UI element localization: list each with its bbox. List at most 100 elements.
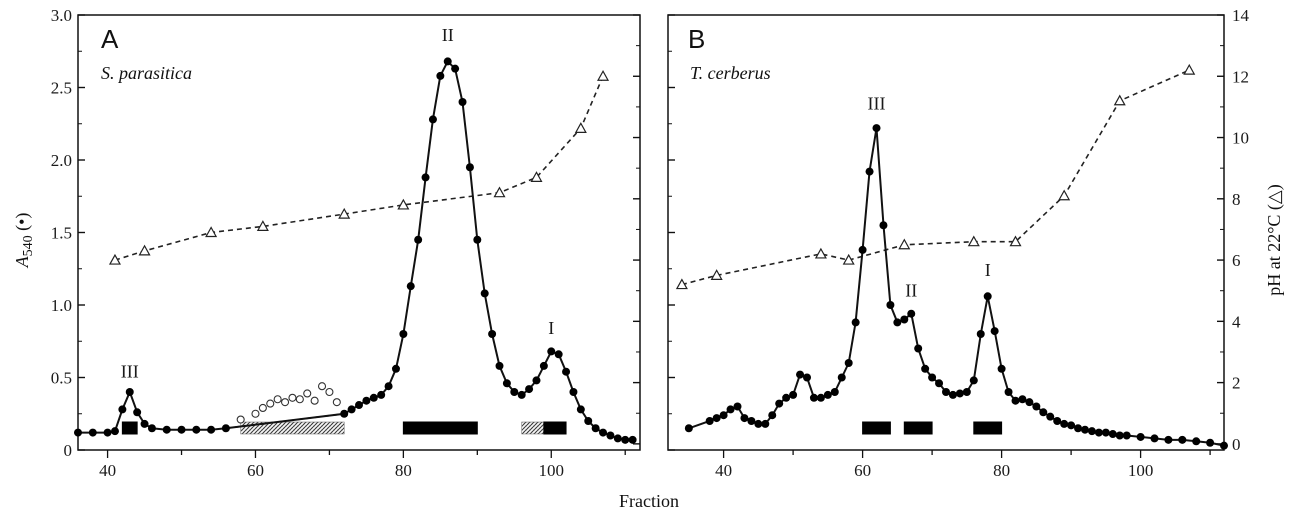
x-axis-title: Fraction [619,491,679,511]
open-circle-point [295,395,304,404]
panel-a-open-circles [236,382,341,424]
absorbance-point [576,405,585,414]
open-circle-point [251,409,260,418]
left-y-axis-marker: (•) [12,213,33,236]
fraction-bar [862,421,891,435]
left-tick-label: 3.0 [51,6,72,25]
absorbance-point [1074,424,1083,433]
panel-a-ph-line [114,75,604,261]
absorbance-point [684,424,693,433]
left-tick-label: 2.0 [51,151,72,170]
absorbance-point [886,301,895,309]
absorbance-point [969,376,978,385]
absorbance-point [796,370,805,379]
absorbance-point [591,424,600,433]
absorbance-point [118,405,127,414]
absorbance-point [837,373,846,382]
panel-a-left-axis: 0 0.5 1.0 1.5 2.0 2.5 3.0 [51,6,85,460]
peak-label: II [905,280,917,300]
absorbance-point [347,405,356,414]
absorbance-point [525,385,534,394]
absorbance-point [1108,430,1117,439]
absorbance-point [1067,421,1076,430]
absorbance-point [914,344,923,353]
absorbance-point [976,330,985,338]
absorbance-point [562,367,571,376]
absorbance-point [554,350,563,359]
ph-point [574,122,587,133]
open-circle-point [325,387,334,397]
absorbance-point [606,431,615,440]
absorbance-point [851,318,860,327]
absorbance-point [451,64,460,73]
absorbance-point [488,330,497,338]
right-tick-label: 0 [1232,435,1241,454]
absorbance-point [983,292,992,301]
absorbance-point [221,424,230,433]
panel-b-species: T. cerberus [690,63,771,83]
ph-point [675,278,688,290]
absorbance-point [1053,417,1062,425]
absorbance-point [621,435,630,444]
ph-point [205,226,218,238]
panel-b-right-axis: 0 2 4 6 8 10 12 14 [1217,6,1250,454]
right-tick-label: 6 [1232,251,1241,270]
fraction-bar [121,421,138,435]
absorbance-point [110,427,119,436]
absorbance-point [502,379,511,388]
absorbance-point [1025,398,1034,407]
right-tick-label: 2 [1232,374,1241,393]
ph-point [108,253,121,265]
left-tick-label: 0 [64,441,73,460]
absorbance-point [997,364,1006,373]
open-circle-point [258,403,267,413]
absorbance-point [948,390,957,399]
absorbance-point [436,71,445,80]
open-circle-point [332,398,341,407]
absorbance-point [443,57,452,66]
absorbance-point [613,434,622,443]
panel-b-left-axis [668,14,675,451]
left-tick-label: 1.5 [51,224,72,243]
absorbance-point [775,399,784,408]
absorbance-point [816,393,825,402]
absorbance-point [1018,395,1027,404]
ph-point [1113,94,1126,106]
absorbance-point [726,405,735,414]
peak-label: III [868,93,886,113]
absorbance-point [207,425,216,434]
absorbance-point [406,282,415,291]
absorbance-point [935,379,944,388]
absorbance-point [740,414,749,423]
absorbance-point [1081,425,1089,434]
ph-point [710,269,723,280]
absorbance-point [1122,431,1131,440]
ph-point [1058,189,1071,201]
absorbance-point [1178,435,1187,444]
absorbance-point [872,124,881,133]
ph-point [256,220,269,231]
panel-a-absorbance-line [78,59,633,441]
x-tick-label: 80 [993,461,1010,480]
panel-a-right-axis [633,14,640,445]
absorbance-point [893,318,902,327]
absorbance-point [928,373,937,382]
ph-point [597,70,610,81]
absorbance-point [599,428,608,437]
absorbance-point [768,411,777,420]
absorbance-point [858,245,867,254]
absorbance-point [369,393,378,402]
open-circle-point [310,396,319,405]
panel-a-letter: A [101,24,119,54]
absorbance-point [547,347,556,356]
absorbance-point [125,388,134,396]
ph-point [967,235,980,247]
absorbance-point [747,417,756,425]
x-tick-label: 60 [854,461,871,480]
panel-a-species: S. parasitica [101,63,192,83]
open-circle-point [273,395,282,404]
x-tick-label: 40 [715,461,732,480]
